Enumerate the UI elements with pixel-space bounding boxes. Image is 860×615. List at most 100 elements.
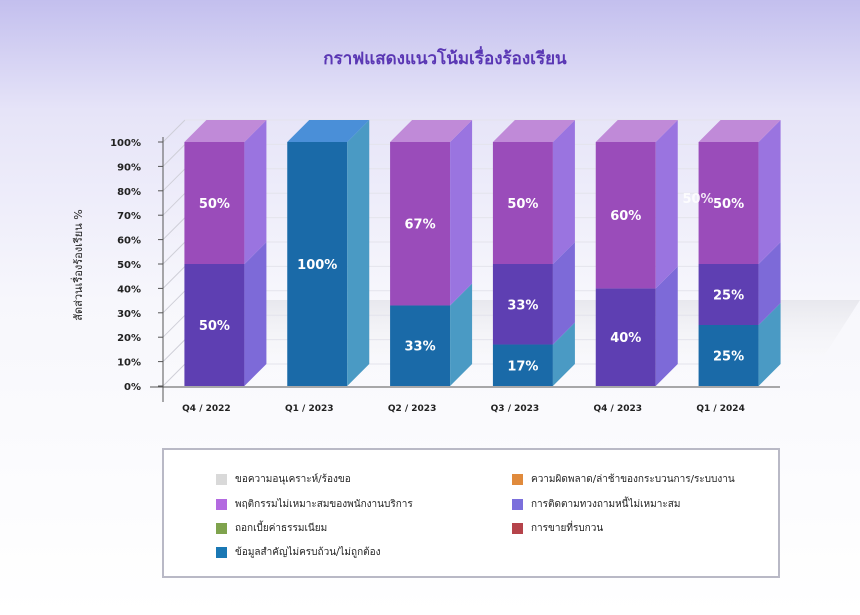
bar-side [244,120,267,264]
legend-label: ถอกเบี้ยค่าธรรมเนียม [235,523,328,534]
legend-swatch [216,474,227,485]
y-tick-label: 70% [117,211,141,222]
bar-side [450,120,473,306]
data-label: 50% [199,197,230,212]
bar-segment [698,142,759,264]
bar-side [655,266,678,386]
legend-item: การติดตามทวงถามหนี้ไม่เหมาะสม [512,497,680,512]
data-label: 33% [405,340,436,355]
category-labels: Q4 / 2022 Q1 / 2023 Q2 / 2023 Q3 / 2023 Q4 /… [182,404,745,414]
bar-segment [390,305,451,386]
bar-segment [184,264,245,386]
gridline [162,290,186,314]
y-tick-labels: 0% 10% 20% 30% 40% 50% 60% 70% 80% 90% 100% [110,138,141,393]
legend-label: พฤติกรรมไม่เหมาะสมของพนักงานบริการ [235,499,413,510]
bar-side [450,283,473,386]
data-label: 25% [713,350,744,365]
bar-segment [184,142,245,264]
bar-side [655,120,678,289]
category-label: Q3 / 2023 [491,404,540,414]
chart-title: กราฟแสดงแนวโน้มเรื่องร้องเรียน [323,46,567,69]
bar-side [758,120,781,264]
y-tick-label: 10% [117,358,141,369]
gridline [162,192,186,216]
legend-swatch [512,523,523,534]
bar-segment [595,142,656,289]
bar-side [758,303,781,386]
y-tick-label: 50% [117,260,141,271]
data-label: 40% [610,331,641,346]
bar-side [552,322,575,386]
extra-data-label: 50% [682,192,713,207]
gridline [162,363,186,387]
legend-swatch [512,499,523,510]
legend: ขอความอนุเคราะห์/ร้องขอ ความผิดพลาด/ล่าช… [162,448,780,578]
legend-item: พฤติกรรมไม่เหมาะสมของพนักงานบริการ [216,497,413,512]
legend-item: ข้อมูลสำคัญไม่ครบถ้วน/ไม่ถูกต้อง [216,545,381,560]
category-label: Q4 / 2022 [182,404,231,414]
y-tick-label: 90% [117,162,141,173]
bar-side [758,242,781,325]
legend-item: ถอกเบี้ยค่าธรรมเนียม [216,521,327,536]
bar-segment [698,325,759,386]
legend-label: ข้อมูลสำคัญไม่ครบถ้วน/ไม่ถูกต้อง [235,547,381,558]
bar-top [287,120,370,142]
bar-side [244,242,267,386]
bar-segment [492,344,553,386]
grid-lines [158,119,780,387]
y-axis-label: สัดส่วนเรื่องร้องเรียน % [70,209,85,320]
data-label: 50% [713,197,744,212]
data-label: 67% [405,218,436,233]
legend-swatch [216,499,227,510]
gridline [162,266,186,289]
bar-side [552,120,575,264]
y-tick-label: 40% [117,284,141,295]
bar-top [390,120,473,142]
bar-top [184,120,267,142]
bar-segment [492,142,553,264]
data-label: 60% [610,209,641,224]
category-label: Q4 / 2023 [593,404,642,414]
bar-side [552,242,575,345]
legend-item: การขายที่รบกวน [512,521,603,536]
y-tick-label: 80% [117,187,141,198]
bar-segment [698,264,759,325]
legend-label: ขอความอนุเคราะห์/ร้องขอ [235,474,351,485]
bar-segment [390,142,451,306]
category-label: Q1 / 2023 [285,404,334,414]
legend-label: การติดตามทวงถามหนี้ไม่เหมาะสม [531,499,681,510]
legend-item: ขอความอนุเคราะห์/ร้องขอ [216,472,351,487]
data-label: 50% [199,319,230,334]
y-tick-label: 100% [110,138,141,149]
legend-item: ความผิดพลาด/ล่าช้าของกระบวนการ/ระบบงาน [512,472,735,487]
y-tick-label: 30% [117,309,141,320]
legend-label: ความผิดพลาด/ล่าช้าของกระบวนการ/ระบบงาน [531,474,735,485]
gridline [162,144,186,167]
bar-segment [287,142,348,386]
data-label: 50% [507,197,538,212]
data-label: 25% [713,289,744,304]
data-label: 33% [507,298,538,313]
category-label: Q1 / 2024 [696,404,745,414]
gridline [162,119,186,143]
legend-swatch [216,523,227,534]
y-tick-label: 60% [117,236,141,247]
legend-swatch [216,547,227,558]
gridline [162,168,186,192]
data-label: 17% [507,359,538,374]
bars: 50%50%100%33%67%17%33%50%40%60%25%25%50% [184,120,781,386]
bar-top [698,120,781,142]
bar-segment [595,288,656,386]
bar-top [595,120,678,142]
gridline [162,241,186,265]
category-label: Q2 / 2023 [388,404,437,414]
bar-segment [492,264,553,345]
legend-label: การขายที่รบกวน [531,523,604,534]
legend-swatch [512,474,523,485]
y-tick-label: 20% [117,333,141,344]
bar-top [492,120,575,142]
y-tick-label: 0% [124,382,141,393]
data-label: 100% [297,258,337,273]
gridline [162,314,186,338]
